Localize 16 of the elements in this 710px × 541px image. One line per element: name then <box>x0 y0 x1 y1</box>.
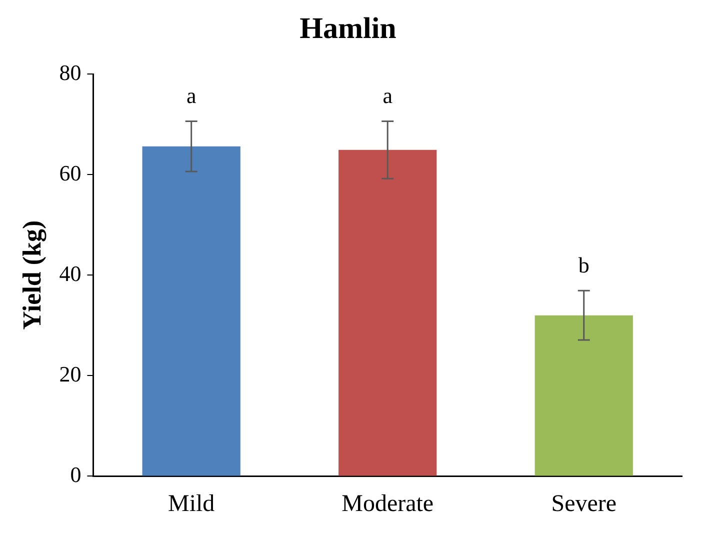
x-tick-label: Mild <box>168 490 215 517</box>
annotation: b <box>578 252 590 278</box>
y-tick-label: 80 <box>59 60 82 85</box>
y-axis-title: Yield (kg) <box>17 220 46 330</box>
annotation: a <box>382 83 393 108</box>
annotation: a <box>186 83 196 108</box>
x-tick-label: Severe <box>551 490 617 517</box>
y-tick-label: 20 <box>59 361 82 386</box>
y-tick-label: 0 <box>70 462 82 487</box>
y-tick-label: 40 <box>59 260 82 286</box>
chart-title: Hamlin <box>300 12 397 45</box>
bar <box>534 315 633 476</box>
bar <box>338 150 437 476</box>
x-tick-label: Moderate <box>342 490 434 517</box>
bar <box>142 146 240 476</box>
y-tick-label: 60 <box>59 160 82 186</box>
